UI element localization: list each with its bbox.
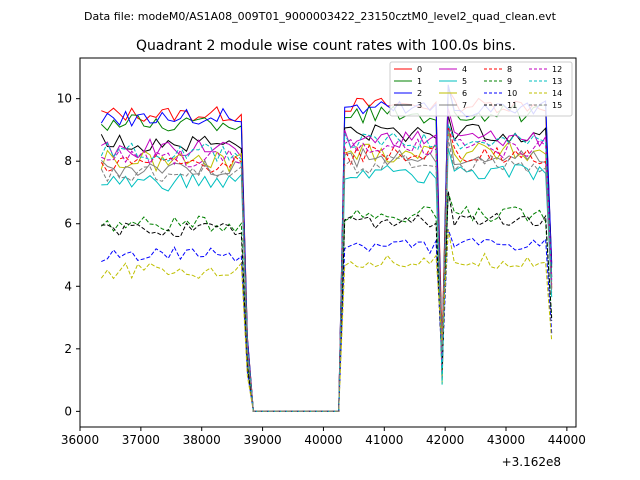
axes-frame: [79, 57, 577, 428]
legend-label: 8: [507, 65, 512, 74]
y-tick-label: 10: [57, 92, 72, 106]
legend-label: 9: [507, 77, 512, 86]
x-tick-label: 36000: [61, 433, 99, 447]
legend-label: 3: [417, 101, 422, 110]
series-line-1: [100, 85, 553, 412]
x-offset-label: +3.162e8: [502, 455, 561, 469]
x-tick-label: 42000: [426, 433, 464, 447]
legend-label: 2: [417, 89, 422, 98]
series-line-12: [101, 124, 553, 412]
legend-label: 14: [552, 89, 562, 98]
axes: 36000 37000 38000 39000 40000 41000 42000 43000…: [57, 57, 586, 447]
y-tick-label: 8: [64, 154, 72, 168]
legend-label: 13: [552, 77, 562, 86]
x-tick-label: 38000: [183, 433, 221, 447]
legend-label: 1: [417, 77, 422, 86]
series-line-8: [100, 127, 553, 412]
legend-label: 7: [462, 101, 467, 110]
x-tick-label: 39000: [243, 433, 281, 447]
x-tick-label: 43000: [487, 433, 525, 447]
chart-suptitle: Data file: modeM0/AS1A08_009T01_90000034…: [84, 10, 557, 23]
y-tick-label: 4: [64, 279, 72, 293]
x-tick-label: 37000: [122, 433, 160, 447]
series-line-15: [100, 138, 553, 412]
legend-label: 0: [417, 65, 422, 74]
x-tick-label: 44000: [548, 433, 586, 447]
legend-label: 15: [552, 101, 562, 110]
chart-title: Quadrant 2 module wise count rates with …: [136, 38, 516, 54]
series-line-9: [100, 192, 553, 412]
legend-box: [389, 61, 573, 117]
series-line-13: [100, 124, 553, 412]
x-tick-label: 40000: [304, 433, 342, 447]
legend-label: 11: [507, 101, 517, 110]
plot-area: [100, 84, 553, 412]
series-line-7: [100, 125, 553, 412]
series-line-3: [100, 115, 553, 412]
legend-label: 12: [552, 65, 562, 74]
legend-label: 10: [507, 89, 517, 98]
y-tick-label: 2: [64, 342, 72, 356]
y-tick-label: 0: [64, 404, 72, 418]
series-line-11: [101, 191, 553, 412]
series-line-2: [100, 84, 553, 412]
legend-label: 4: [462, 65, 467, 74]
x-tick-label: 41000: [365, 433, 403, 447]
series-line-5: [101, 148, 553, 412]
series-line-10: [101, 229, 553, 412]
legend-label: 5: [462, 77, 467, 86]
legend-label: 6: [462, 89, 467, 98]
y-tick-label: 6: [64, 217, 72, 231]
